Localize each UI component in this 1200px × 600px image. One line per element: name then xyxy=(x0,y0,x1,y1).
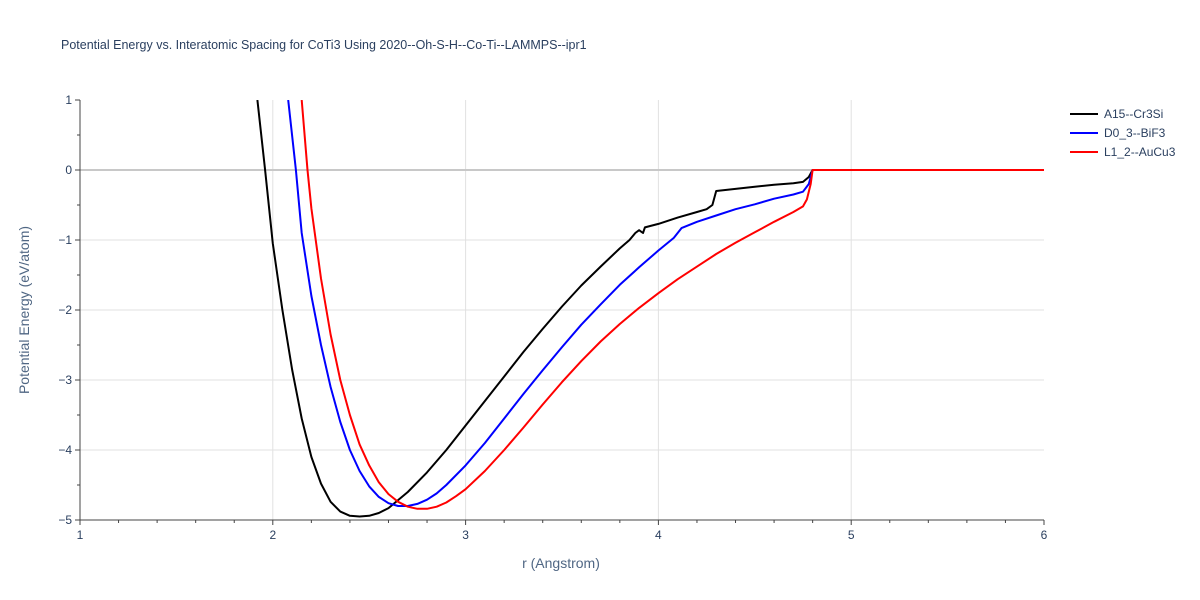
legend-item[interactable]: L1_2--AuCu3 xyxy=(1070,145,1176,159)
chart-title: Potential Energy vs. Interatomic Spacing… xyxy=(61,38,587,52)
x-tick-label: 4 xyxy=(655,528,662,542)
tick-labels: 1 2 3 4 5 6 1 0 −1 −2 −3 −4 −5 xyxy=(58,93,1047,542)
legend-item[interactable]: D0_3--BiF3 xyxy=(1070,126,1166,140)
legend-label: L1_2--AuCu3 xyxy=(1104,145,1176,159)
series-line-l1-2-aucu3 xyxy=(300,100,1044,510)
legend-item[interactable]: A15--Cr3Si xyxy=(1070,107,1163,121)
x-tick-label: 6 xyxy=(1041,528,1048,542)
axis-layer xyxy=(75,99,1045,525)
x-axis-title: r (Angstrom) xyxy=(522,555,600,571)
x-tick-label: 5 xyxy=(848,528,855,542)
series-layer xyxy=(256,100,1044,518)
legend-label: D0_3--BiF3 xyxy=(1104,126,1166,140)
y-tick-label: −5 xyxy=(58,513,72,527)
y-tick-label: −3 xyxy=(58,373,72,387)
x-tick-label: 2 xyxy=(269,528,276,542)
legend-label: A15--Cr3Si xyxy=(1104,107,1163,121)
grid-layer xyxy=(80,100,1044,520)
x-tick-label: 3 xyxy=(462,528,469,542)
legend[interactable]: A15--Cr3Si D0_3--BiF3 L1_2--AuCu3 xyxy=(1070,107,1176,159)
x-tick-label: 1 xyxy=(77,528,84,542)
y-tick-label: −1 xyxy=(58,233,72,247)
y-tick-label: 0 xyxy=(65,163,72,177)
series-line-d0-3-bif3 xyxy=(287,100,1044,507)
series-line-a15-cr3si xyxy=(256,100,1044,518)
y-tick-label: 1 xyxy=(65,93,72,107)
y-tick-label: −2 xyxy=(58,303,72,317)
y-axis-title: Potential Energy (eV/atom) xyxy=(16,226,32,394)
y-tick-label: −4 xyxy=(58,443,72,457)
